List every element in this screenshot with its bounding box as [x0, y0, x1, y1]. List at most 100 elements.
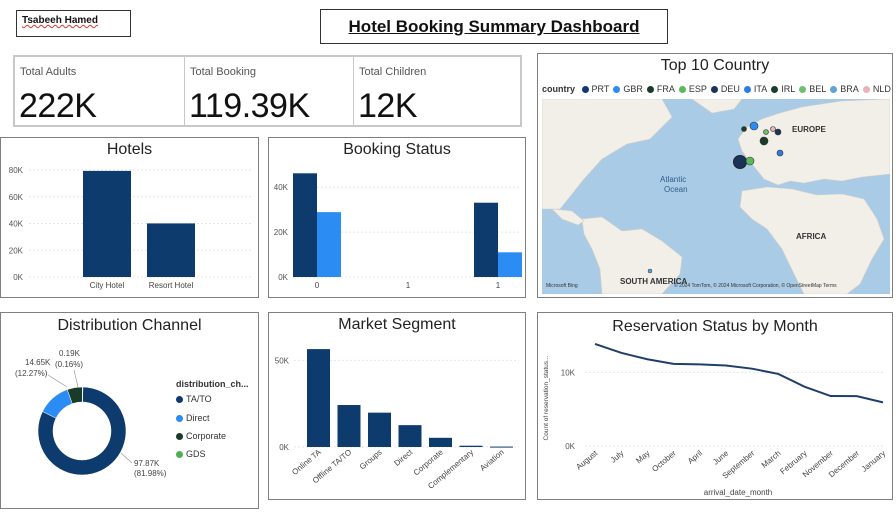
bar-online-ta [307, 349, 330, 447]
slice-label-value: 14.65K [25, 358, 51, 367]
x-tick-label: April [686, 449, 704, 466]
hotels-card[interactable]: Hotels 0K 20K 40K 60K 80K City Hotel Resort Ho… [0, 137, 259, 298]
legend-text: NLD [872, 84, 891, 94]
booking-status-title: Booking Status [343, 141, 451, 158]
bubble-gbr [749, 121, 759, 131]
legend-item-ta-to[interactable]: TA/TO [176, 394, 212, 404]
legend-text: FRA [656, 84, 675, 94]
bubble-ita [776, 149, 784, 157]
legend-text: IRL [781, 84, 796, 94]
legend-label: country [542, 84, 576, 94]
x-tick-label: 0 [315, 281, 320, 290]
legend-item-corporate[interactable]: Corporate [176, 431, 226, 441]
page-title: Hotel Booking Summary Dashboard [348, 17, 640, 36]
reservation-month-card[interactable]: Reservation Status by Month 0K 10K Count o… [537, 312, 893, 500]
distribution-channel-title: Distribution Channel [57, 317, 202, 334]
legend-item-direct[interactable]: Direct [176, 413, 210, 423]
bar-groups [368, 412, 391, 447]
x-tick-label: June [711, 448, 730, 466]
bar-status-0-series-1 [317, 212, 341, 277]
map-attribution: © 2024 TomTom, © 2024 Microsoft Corporat… [674, 282, 837, 289]
legend-item-fra[interactable]: FRA [646, 84, 675, 94]
donut-slice-direct [42, 389, 73, 419]
bar-status-2-series-0 [474, 202, 498, 277]
map-card[interactable]: Top 10 Country country PRT GBR FRA ESP DEU IT… [537, 53, 893, 298]
legend-item-deu[interactable]: DEU [710, 84, 740, 94]
legend-text: BRA [840, 84, 859, 94]
slice-label-percent: (81.98%) [134, 469, 167, 478]
leader-line [47, 374, 68, 388]
x-tick-label: Aviation [478, 448, 505, 473]
series-line [594, 342, 884, 404]
x-tick-label: Groups [358, 448, 384, 472]
x-tick-label: May [634, 449, 651, 466]
y-axis-label: Count of reservation_status... [543, 355, 550, 440]
reservation-month-title: Reservation Status by Month [612, 318, 818, 335]
leader-line [73, 369, 79, 388]
legend-item-bel[interactable]: BEL [799, 84, 826, 94]
y-tick-label: 20K [9, 246, 24, 255]
x-axis-label: arrival_date_month [704, 488, 772, 497]
slice-label-value: 0.19K [59, 349, 81, 358]
leader-line [120, 452, 133, 464]
reservation-month-chart: 0K 10K Count of reservation_status... Augus… [543, 342, 888, 497]
booking-status-card[interactable]: Booking Status 0K 20K 40K 0 1 1 [268, 137, 526, 298]
map-label-ocean-1: Atlantic [660, 175, 686, 184]
legend-dot [799, 86, 807, 93]
x-tick-label: July [609, 449, 626, 465]
distribution-channel-card[interactable]: Distribution Channel 97.87K (81.98%) 14.65… [0, 312, 259, 509]
legend-item-prt[interactable]: PRT [581, 84, 610, 94]
legend-text: Corporate [186, 431, 227, 441]
legend-item-gbr[interactable]: GBR [613, 84, 643, 94]
legend-dot [176, 415, 183, 422]
y-tick-label: 40K [274, 183, 289, 192]
slice-label-percent: (0.16%) [55, 360, 83, 369]
bubble-nld [770, 126, 776, 132]
y-tick-label: 0K [279, 443, 289, 452]
legend-item-bra[interactable]: BRA [830, 84, 859, 94]
map-legend: country PRT GBR FRA ESP DEU ITA IRL BEL BRA NLD [542, 84, 891, 94]
bubble-bel [763, 129, 769, 135]
legend-dot [862, 86, 870, 93]
bubble-prt [733, 155, 747, 169]
map-label-africa: AFRICA [796, 232, 826, 241]
x-tick-label: January [860, 449, 888, 474]
kpi-value: 119.39K [189, 87, 310, 125]
bar-aviation [490, 446, 513, 448]
y-tick-label: 40K [9, 220, 24, 229]
slice-label-percent: (12.27%) [15, 369, 48, 378]
x-tick-label: Resort Hotel [149, 281, 194, 290]
legend-dot [743, 86, 751, 93]
market-segment-title: Market Segment [338, 316, 456, 333]
legend-text: PRT [591, 84, 610, 94]
legend-item-irl[interactable]: IRL [771, 84, 795, 94]
kpi-value: 222K [19, 87, 97, 125]
legend-text: Direct [186, 413, 210, 423]
legend-text: DEU [720, 84, 740, 94]
bubble-bra [647, 268, 653, 274]
legend-item-gds[interactable]: GDS [176, 449, 206, 459]
map-area[interactable]: EUROPE Atlantic Ocean AFRICA SOUTH AMERI… [542, 99, 890, 294]
map-bing-logo: Microsoft Bing [546, 283, 578, 289]
kpi-total-adults: Total Adults 222K [15, 57, 185, 125]
y-tick-label: 50K [275, 356, 290, 365]
slice-label-value: 97.87K [134, 459, 160, 468]
legend-item-ita[interactable]: ITA [743, 84, 767, 94]
legend-item-esp[interactable]: ESP [678, 84, 707, 94]
y-tick-label: 0K [13, 273, 23, 282]
x-tick-label: October [650, 448, 678, 473]
market-segment-card[interactable]: Market Segment 0K 50K Online TA Offline TA/… [268, 312, 526, 500]
title-box: Hotel Booking Summary Dashboard [320, 9, 668, 44]
legend-item-nld[interactable]: NLD [862, 84, 891, 94]
donut-legend-title: distribution_ch... [176, 379, 249, 389]
map-label-south-america: SOUTH AMERICA [620, 277, 687, 286]
x-tick-label: Direct [392, 447, 414, 468]
kpi-label: Total Booking [190, 66, 257, 78]
kpi-total-booking: Total Booking 119.39K [185, 57, 354, 125]
legend-text: ESP [688, 84, 707, 94]
kpi-label: Total Adults [20, 66, 77, 78]
legend-dot [710, 86, 718, 93]
x-tick-label: City Hotel [90, 281, 125, 290]
x-tick-label: March [760, 449, 783, 470]
legend-text: TA/TO [186, 394, 212, 404]
